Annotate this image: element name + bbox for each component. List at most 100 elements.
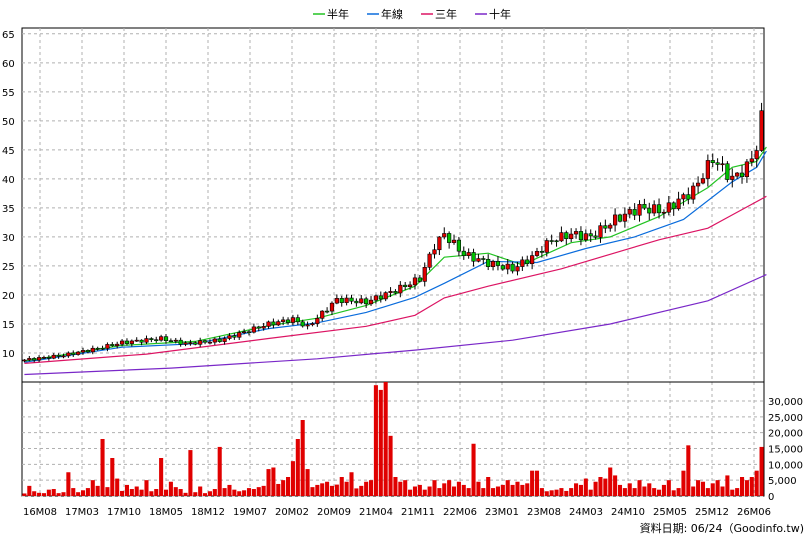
candle-body (188, 342, 193, 344)
volume-bar (569, 488, 574, 496)
legend-label: 三年 (435, 7, 457, 21)
candle-body (110, 344, 115, 347)
candle-body (80, 350, 86, 353)
x-tick-label: 23M01 (485, 507, 519, 518)
volume-bar (657, 489, 662, 496)
volume-bar (41, 493, 47, 496)
volume-bar (183, 492, 188, 496)
volume-bar (691, 486, 696, 496)
candle-body (515, 266, 520, 272)
candle-body (339, 298, 344, 303)
candle-body (154, 339, 159, 341)
candle-body (710, 160, 715, 164)
volume-bar (417, 484, 422, 496)
candle-body (510, 263, 515, 272)
candle-body (471, 252, 476, 262)
volume-bar (237, 491, 242, 496)
x-tick-label: 26M06 (737, 507, 771, 518)
candle-body (198, 340, 203, 345)
candle-body (681, 194, 686, 200)
volume-bar (271, 467, 276, 496)
candle-body (168, 340, 173, 343)
legend-label: 年線 (381, 7, 403, 21)
volume-bar (37, 492, 42, 496)
candle-body (320, 310, 325, 319)
candle-body (735, 172, 740, 177)
volume-bar (735, 488, 740, 496)
candle-body (217, 338, 222, 342)
candle-body (700, 178, 706, 184)
volume-bar (203, 493, 208, 496)
candle-body (486, 258, 491, 267)
volume-bar (27, 485, 32, 496)
candle-body (656, 204, 662, 214)
candle-body (100, 347, 105, 350)
candle-body (417, 277, 422, 282)
volume-bar (71, 488, 76, 496)
candle-body (364, 298, 369, 305)
candle-body (608, 224, 613, 229)
volume-bar (115, 478, 120, 496)
volume-bar (66, 472, 71, 496)
candle-body (666, 202, 671, 213)
volume-bar (432, 480, 437, 496)
candle-body (129, 340, 134, 344)
y-tick-label: 0 (768, 492, 774, 503)
candle-body (36, 357, 42, 361)
candle-body (373, 295, 379, 301)
volume-bar (583, 478, 588, 496)
volume-bar (427, 486, 432, 496)
y-tick-label: 5,000 (768, 476, 797, 487)
volume-bar (105, 487, 110, 496)
legend-label: 十年 (489, 7, 511, 21)
candle-body (144, 338, 149, 343)
candle-body (647, 207, 652, 214)
volume-bar (539, 488, 544, 496)
volume-bar (525, 483, 530, 496)
volume-bar (393, 477, 398, 496)
volume-bar (276, 483, 281, 496)
volume-bar (256, 487, 261, 496)
x-tick-label: 23M08 (527, 507, 561, 518)
volume-bar (456, 481, 461, 496)
volume-bar (178, 489, 183, 496)
volume-bar (325, 481, 330, 496)
volume-bar (383, 382, 388, 496)
y-tick-label: 65 (2, 30, 15, 41)
candle-body (642, 204, 647, 209)
volume-bar (193, 492, 198, 496)
volume-bar (242, 490, 247, 496)
candle-body (95, 347, 100, 350)
candle-body (227, 335, 232, 339)
candle-body (61, 355, 66, 358)
volume-bar (471, 443, 476, 496)
candle-body (539, 251, 544, 253)
candle-body (456, 239, 462, 252)
candle-body (344, 297, 349, 303)
volume-bar (334, 484, 339, 496)
volume-bar (495, 486, 500, 496)
candle-body (686, 194, 691, 200)
candle-body (295, 317, 300, 323)
candle-body (193, 342, 198, 345)
candle-body (578, 231, 584, 241)
volume-bar (739, 477, 745, 496)
volume-bar (110, 458, 115, 496)
candle-body (76, 351, 81, 355)
volume-bar (120, 490, 125, 496)
volume-bar (574, 483, 579, 496)
volume-bar (754, 470, 759, 496)
volume-bar (666, 480, 671, 496)
candle-body (412, 277, 418, 286)
candle-body (564, 232, 569, 240)
volume-bar (720, 486, 725, 496)
volume-bar (305, 469, 310, 496)
candle-body (407, 284, 413, 287)
candle-body (115, 343, 120, 347)
volume-bar (700, 481, 706, 496)
candle-body (442, 233, 447, 238)
candle-body (520, 259, 525, 267)
x-tick-label: 21M11 (401, 507, 435, 518)
candle-body (398, 284, 403, 294)
volume-bar (749, 477, 754, 496)
